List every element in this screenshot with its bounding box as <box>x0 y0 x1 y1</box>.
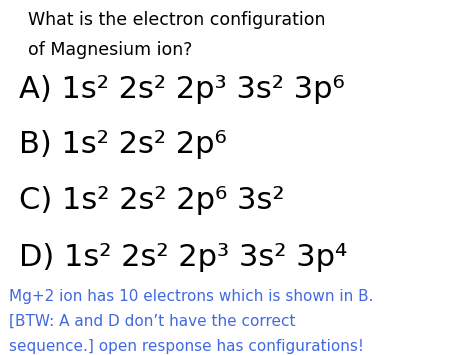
Text: What is the electron configuration: What is the electron configuration <box>28 11 326 29</box>
Text: B) 1s² 2s² 2p⁶: B) 1s² 2s² 2p⁶ <box>19 130 227 159</box>
Text: [BTW: A and D don’t have the correct: [BTW: A and D don’t have the correct <box>9 314 296 329</box>
Text: of Magnesium ion?: of Magnesium ion? <box>28 41 193 59</box>
Text: sequence.] open response has configurations!: sequence.] open response has configurati… <box>9 339 365 354</box>
Text: A) 1s² 2s² 2p³ 3s² 3p⁶: A) 1s² 2s² 2p³ 3s² 3p⁶ <box>19 75 345 104</box>
Text: Mg+2 ion has 10 electrons which is shown in B.: Mg+2 ion has 10 electrons which is shown… <box>9 289 374 304</box>
Text: C) 1s² 2s² 2p⁶ 3s²: C) 1s² 2s² 2p⁶ 3s² <box>19 186 284 215</box>
Text: D) 1s² 2s² 2p³ 3s² 3p⁴: D) 1s² 2s² 2p³ 3s² 3p⁴ <box>19 243 347 272</box>
